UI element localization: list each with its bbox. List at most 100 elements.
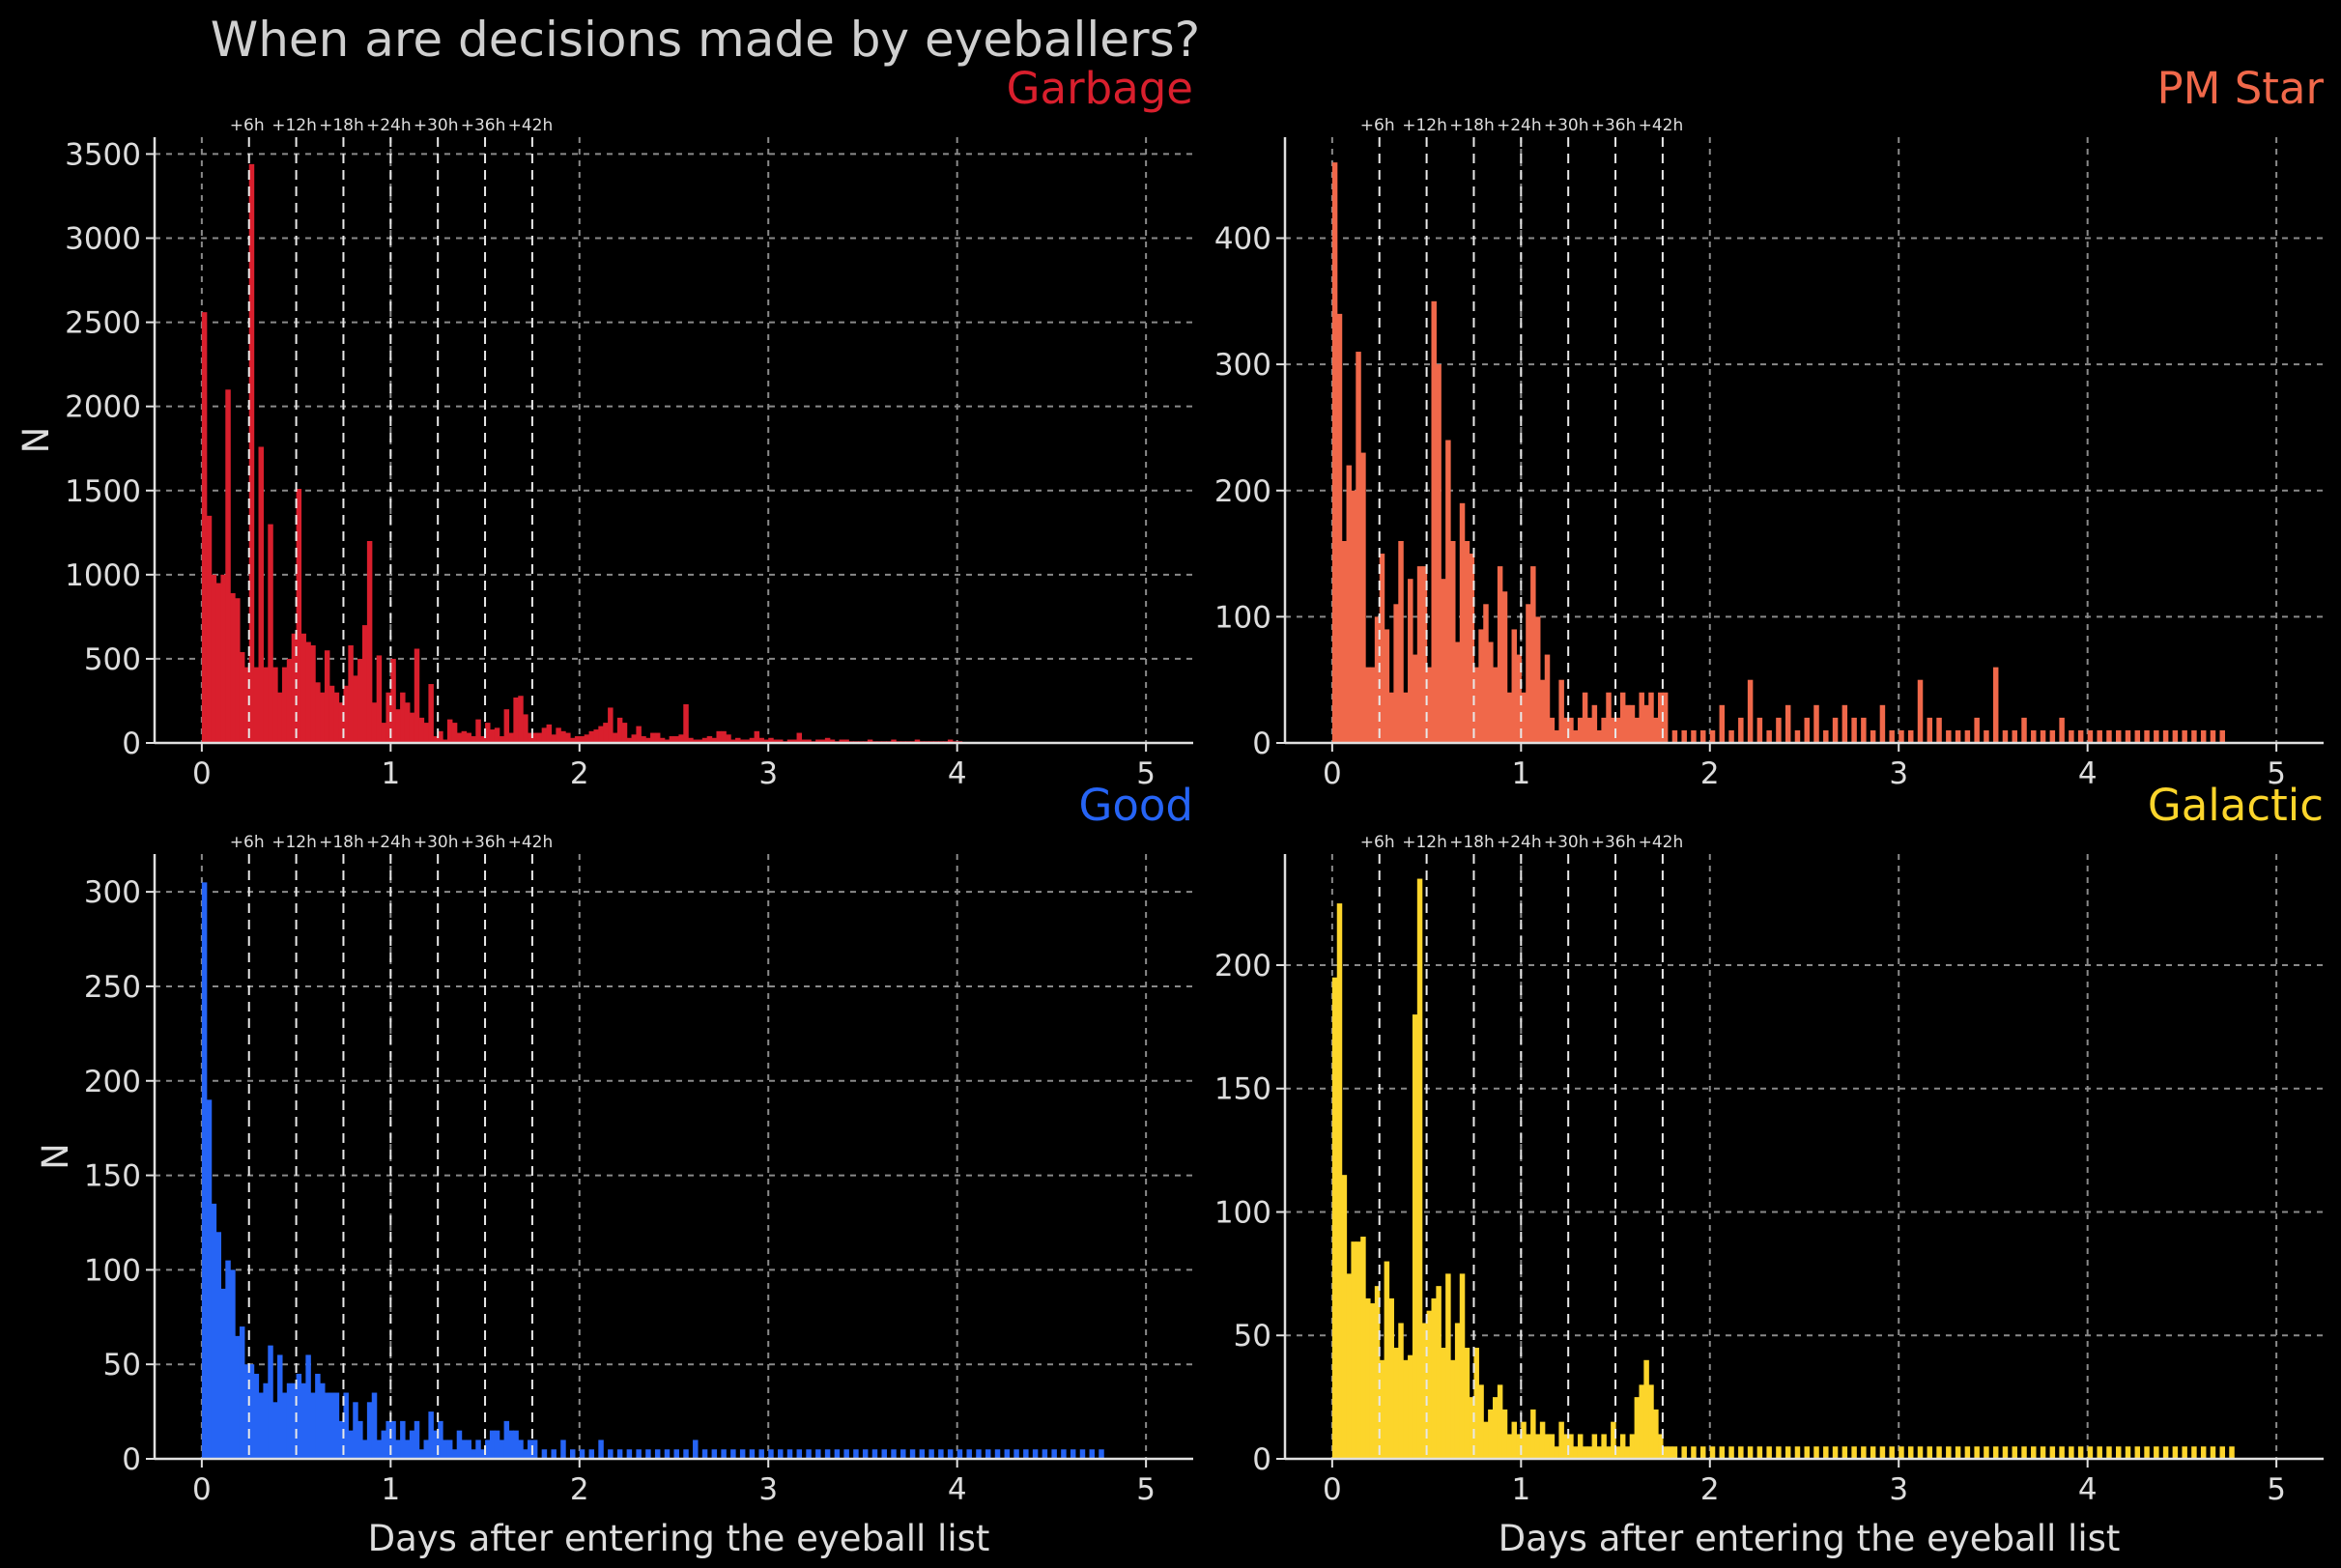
histogram-bar <box>243 1364 250 1459</box>
histogram-bar <box>1356 1241 1361 1459</box>
histogram-bar <box>1879 704 1886 743</box>
y-tick-label: 3500 <box>65 137 141 172</box>
histogram-bar <box>588 730 595 743</box>
histogram-bar <box>626 737 633 743</box>
histogram-bar <box>1398 541 1404 743</box>
histogram-bar <box>1662 1446 1669 1459</box>
histogram-bar <box>1832 1446 1839 1459</box>
histogram-bar <box>1549 717 1556 743</box>
histogram-bar <box>253 667 260 743</box>
hour-marker-label: +42h <box>508 116 554 135</box>
histogram-bar <box>1728 729 1734 743</box>
histogram-bar <box>230 592 236 743</box>
y-tick-label: 50 <box>103 1348 141 1383</box>
histogram-bar <box>1691 729 1697 743</box>
histogram-bar <box>438 1420 443 1459</box>
histogram-bar <box>376 1440 383 1459</box>
histogram-bar <box>1851 717 1857 743</box>
histogram-bar <box>443 1440 448 1459</box>
histogram-bar <box>338 702 345 743</box>
histogram-bar <box>891 1449 897 1459</box>
histogram-bar <box>678 734 684 743</box>
histogram-bar <box>1879 1446 1886 1459</box>
y-axis-label: N <box>35 1143 76 1170</box>
hour-marker-label: +36h <box>461 833 506 852</box>
histogram-bar <box>1927 717 1933 743</box>
histogram-bar <box>220 574 226 743</box>
histogram-bar <box>1421 1323 1428 1459</box>
histogram-bar <box>1412 654 1418 743</box>
histogram-bar <box>1356 352 1361 743</box>
histogram-bar <box>2021 1446 2027 1459</box>
y-tick-label: 100 <box>84 1253 141 1288</box>
histogram-bar <box>2116 729 2122 743</box>
hour-marker-label: +42h <box>1639 833 1684 852</box>
histogram-bar <box>1841 704 1848 743</box>
histogram-bar <box>683 703 689 743</box>
histogram-bar <box>1369 1303 1376 1459</box>
histogram-bar <box>1473 1348 1479 1459</box>
histogram-bar <box>235 1335 241 1459</box>
histogram-bar <box>1379 1359 1385 1459</box>
histogram-bar <box>1478 1384 1484 1459</box>
histogram-bar <box>1331 162 1338 743</box>
histogram-bar <box>333 1392 340 1459</box>
histogram-bar <box>1450 1359 1456 1459</box>
y-tick-label: 100 <box>1214 600 1271 635</box>
histogram-bar <box>395 709 401 743</box>
histogram-bar <box>310 644 316 743</box>
histogram-bar <box>1534 616 1541 743</box>
histogram-bar <box>475 719 481 743</box>
histogram-bar <box>1506 692 1513 743</box>
histogram-bar <box>673 736 679 743</box>
histogram-bar <box>395 1440 401 1459</box>
histogram-bar <box>1653 1409 1659 1459</box>
histogram-bar <box>206 1099 213 1459</box>
histogram-bar <box>485 1440 491 1459</box>
x-axis-label: Days after entering the eyeball list <box>368 1518 990 1559</box>
x-tick-label: 0 <box>1323 756 1342 791</box>
histogram-bar <box>1441 579 1446 743</box>
histogram-bar <box>2191 729 2197 743</box>
histogram-bar <box>786 739 793 743</box>
histogram-bar <box>768 737 774 743</box>
histogram-bar <box>556 727 561 743</box>
histogram-bar <box>1051 1449 1057 1459</box>
histogram-bar <box>688 737 694 743</box>
histogram-bar <box>1756 1446 1763 1459</box>
histogram-bar <box>1776 717 1782 743</box>
histogram-bar <box>1946 729 1952 743</box>
histogram-bar <box>1483 1421 1489 1459</box>
histogram-bar <box>976 1449 982 1459</box>
y-tick-label: 2000 <box>65 390 141 425</box>
histogram-bar <box>1493 1397 1499 1459</box>
histogram-bar <box>739 739 746 743</box>
histogram-bar <box>239 1326 245 1459</box>
histogram-bar <box>1582 692 1588 743</box>
histogram-bar <box>418 1449 425 1459</box>
histogram-bar <box>1568 717 1574 743</box>
histogram-bar <box>1908 729 1914 743</box>
histogram-bar <box>565 732 571 743</box>
histogram-bar <box>593 729 599 743</box>
histogram-bar <box>1544 1434 1551 1459</box>
histogram-bar <box>1454 641 1461 743</box>
histogram-bar <box>701 1449 708 1459</box>
y-tick-label: 300 <box>84 875 141 910</box>
x-tick-label: 2 <box>1700 1472 1720 1507</box>
histogram-bar <box>320 1383 326 1459</box>
histogram-bar <box>1393 604 1399 743</box>
y-tick-label: 1000 <box>65 558 141 593</box>
histogram-bar <box>1813 704 1819 743</box>
histogram-bar <box>824 737 831 743</box>
histogram-bar <box>348 644 354 743</box>
histogram-bar <box>343 1392 349 1459</box>
histogram-bar <box>508 732 514 743</box>
histogram-bar <box>1700 1446 1706 1459</box>
histogram-bar <box>320 692 326 743</box>
histogram-bar <box>754 730 760 743</box>
histogram-bar <box>1776 1446 1782 1459</box>
histogram-bar <box>456 732 463 743</box>
histogram-bar <box>716 730 722 743</box>
histogram-bar <box>1784 704 1791 743</box>
